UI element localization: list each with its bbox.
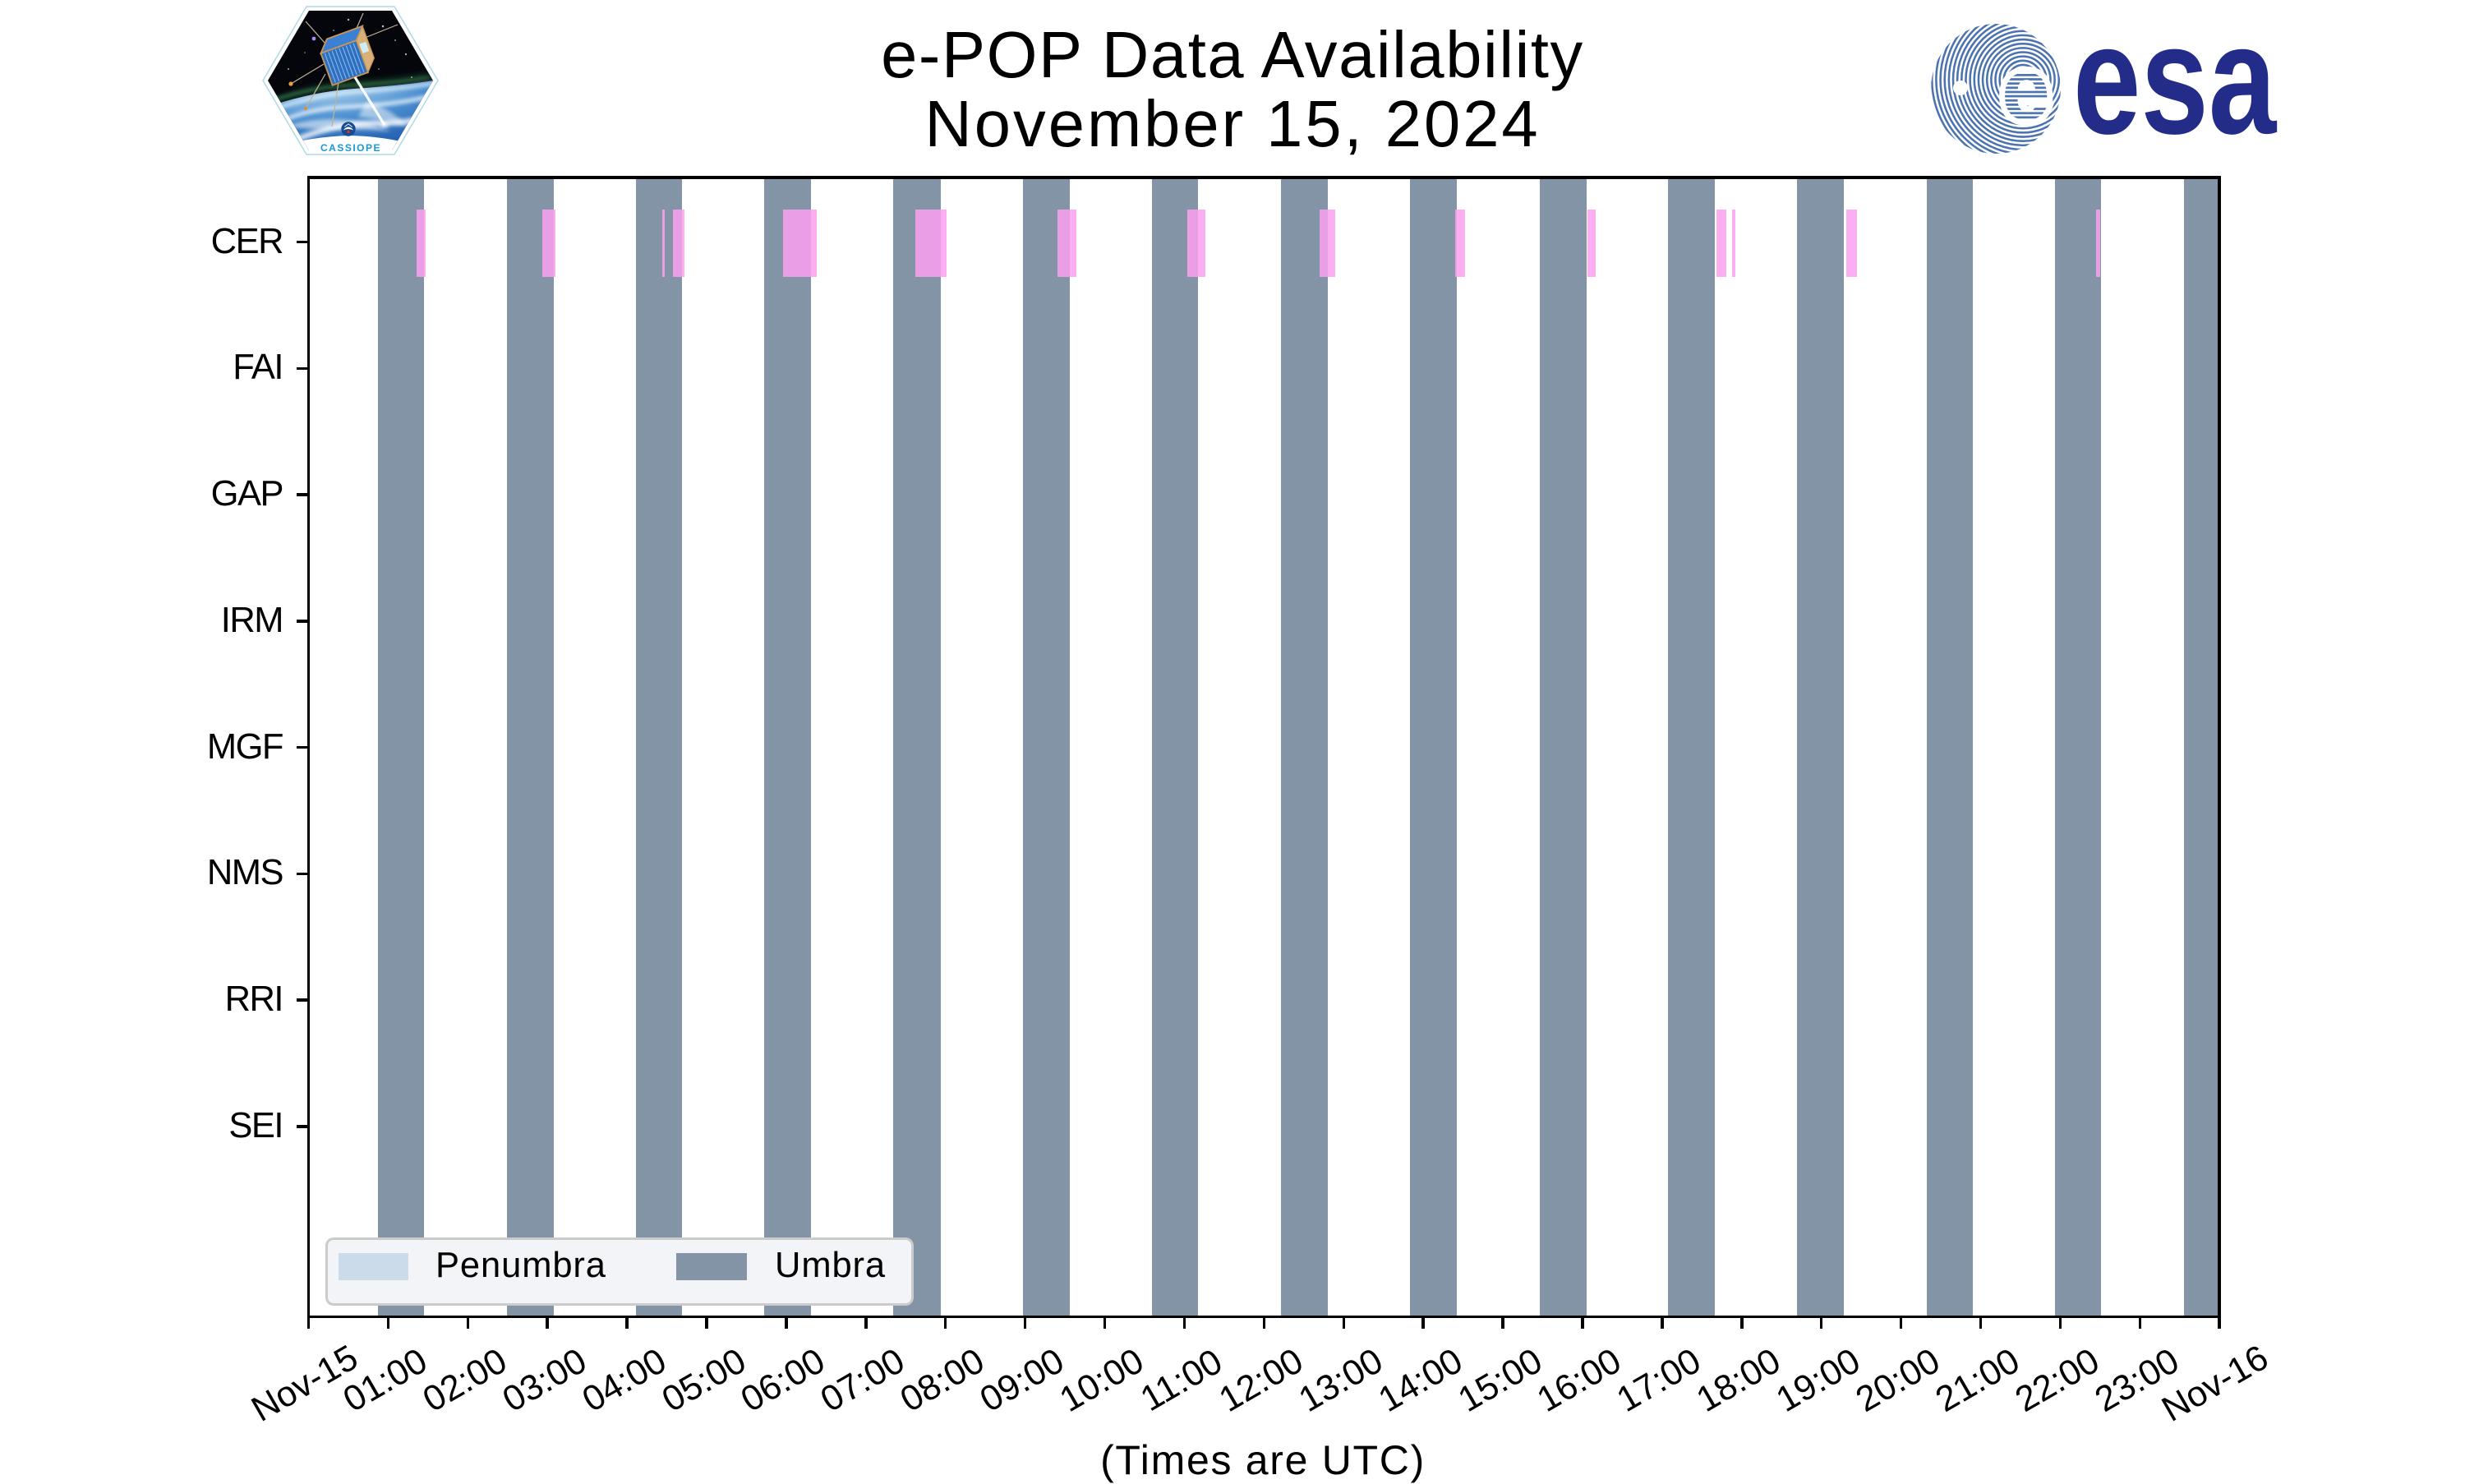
svg-text:esa: esa	[2073, 22, 2277, 162]
svg-text:e: e	[2002, 41, 2050, 138]
svg-text:CASSIOPE: CASSIOPE	[320, 142, 381, 154]
